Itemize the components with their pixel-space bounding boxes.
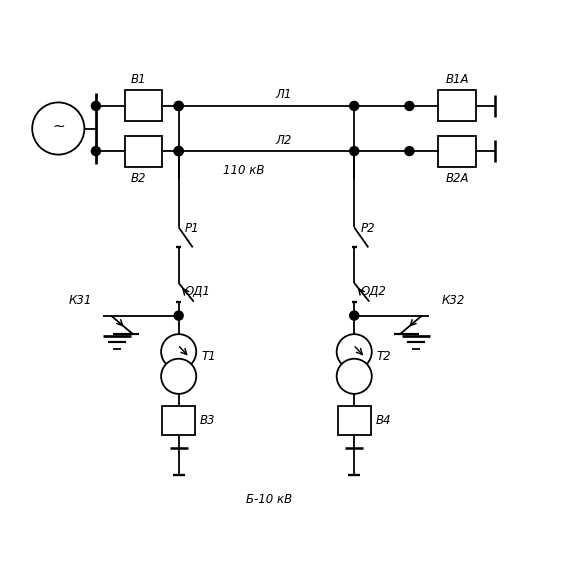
Text: К32: К32 xyxy=(442,294,465,307)
Text: Т1: Т1 xyxy=(201,350,216,363)
Circle shape xyxy=(91,146,101,155)
Text: Л1: Л1 xyxy=(276,88,292,101)
Text: B1: B1 xyxy=(131,73,147,86)
Text: ОД1: ОД1 xyxy=(185,285,211,298)
Bar xyxy=(125,136,162,167)
Circle shape xyxy=(337,359,372,394)
Circle shape xyxy=(174,146,183,155)
Text: Т2: Т2 xyxy=(377,350,391,363)
Bar xyxy=(438,91,476,122)
Text: 110 кВ: 110 кВ xyxy=(223,164,265,177)
Text: Б-10 кВ: Б-10 кВ xyxy=(246,493,292,506)
Circle shape xyxy=(174,311,183,320)
Bar xyxy=(438,136,476,167)
Circle shape xyxy=(91,101,101,110)
Bar xyxy=(338,406,370,436)
Circle shape xyxy=(337,334,372,369)
Bar xyxy=(162,406,195,436)
Text: В3: В3 xyxy=(200,414,215,427)
Circle shape xyxy=(174,101,183,110)
Text: К31: К31 xyxy=(68,294,91,307)
Text: B2A: B2A xyxy=(445,172,469,185)
Circle shape xyxy=(350,146,359,155)
Circle shape xyxy=(350,101,359,110)
Circle shape xyxy=(161,334,196,369)
Circle shape xyxy=(32,102,85,155)
Bar xyxy=(125,91,162,122)
Circle shape xyxy=(350,311,359,320)
Circle shape xyxy=(161,359,196,394)
Text: Л2: Л2 xyxy=(276,133,292,146)
Circle shape xyxy=(174,146,183,155)
Text: В4: В4 xyxy=(375,414,391,427)
Circle shape xyxy=(405,146,414,155)
Circle shape xyxy=(174,101,183,110)
Text: Р1: Р1 xyxy=(185,222,199,235)
Text: B1A: B1A xyxy=(445,73,469,86)
Text: B2: B2 xyxy=(131,172,147,185)
Circle shape xyxy=(405,101,414,110)
Text: Р2: Р2 xyxy=(360,222,375,235)
Text: ∼: ∼ xyxy=(52,118,65,133)
Text: ОД2: ОД2 xyxy=(360,285,386,298)
